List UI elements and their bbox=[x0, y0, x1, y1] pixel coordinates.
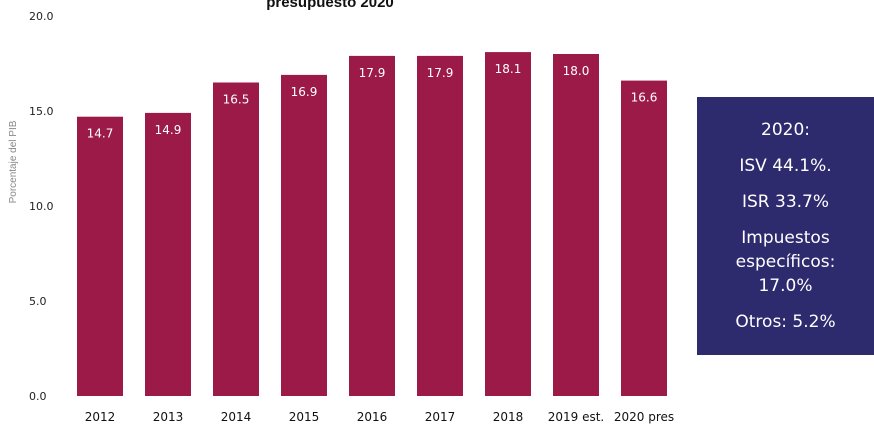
bar bbox=[621, 80, 667, 396]
bar bbox=[417, 55, 463, 397]
data-label: 16.5 bbox=[223, 93, 250, 107]
tax-composition-box: 2020: ISV 44.1%. ISR 33.7% Impuestos esp… bbox=[697, 97, 874, 355]
data-label: 18.1 bbox=[495, 62, 522, 76]
data-label: 18.0 bbox=[563, 64, 590, 78]
info-especificos-line-2: específicos: bbox=[735, 252, 836, 272]
y-tick-label: 5.0 bbox=[29, 295, 47, 308]
chart-title: presupuesto 2020 bbox=[266, 0, 394, 11]
x-tick-label: 2013 bbox=[153, 410, 184, 424]
info-otros: Otros: 5.2% bbox=[735, 312, 836, 332]
x-tick-label: 2015 bbox=[289, 410, 320, 424]
bar bbox=[281, 74, 327, 397]
y-tick-label: 0.0 bbox=[29, 390, 47, 403]
y-tick-label: 10.0 bbox=[29, 200, 54, 213]
y-tick-label: 20.0 bbox=[29, 10, 54, 23]
bar bbox=[485, 52, 531, 396]
data-label: 17.9 bbox=[359, 66, 386, 80]
data-label: 14.9 bbox=[155, 123, 182, 137]
data-label: 17.9 bbox=[427, 66, 454, 80]
x-tick-label: 2012 bbox=[85, 410, 116, 424]
y-axis-label: Porcentaje del PIB bbox=[8, 120, 19, 203]
bar bbox=[213, 82, 259, 396]
bar bbox=[145, 112, 191, 397]
x-tick-label: 2017 bbox=[425, 410, 456, 424]
bar bbox=[77, 116, 123, 396]
data-label: 16.9 bbox=[291, 85, 318, 99]
data-label: 14.7 bbox=[87, 127, 114, 141]
info-especificos: Impuestos específicos: 17.0% bbox=[736, 226, 836, 298]
info-year: 2020: bbox=[761, 120, 810, 140]
x-tick-label: 2019 est. bbox=[548, 410, 605, 424]
x-tick-label: 2016 bbox=[357, 410, 388, 424]
info-especificos-line-1: Impuestos bbox=[741, 228, 830, 248]
info-especificos-line-3: 17.0% bbox=[758, 276, 813, 296]
bar bbox=[553, 54, 599, 396]
bar-chart: Porcentaje del PIB 0.0 5.0 10.0 15.0 20.0 14.7… bbox=[8, 10, 674, 424]
x-tick-label: 2018 bbox=[493, 410, 524, 424]
data-label: 16.6 bbox=[631, 91, 658, 105]
x-tick-label: 2014 bbox=[221, 410, 252, 424]
info-isv: ISV 44.1%. bbox=[739, 156, 832, 176]
y-tick-label: 15.0 bbox=[29, 105, 54, 118]
x-tick-label: 2020 pres bbox=[614, 410, 674, 424]
info-isr: ISR 33.7% bbox=[741, 192, 830, 212]
bar bbox=[349, 55, 395, 397]
